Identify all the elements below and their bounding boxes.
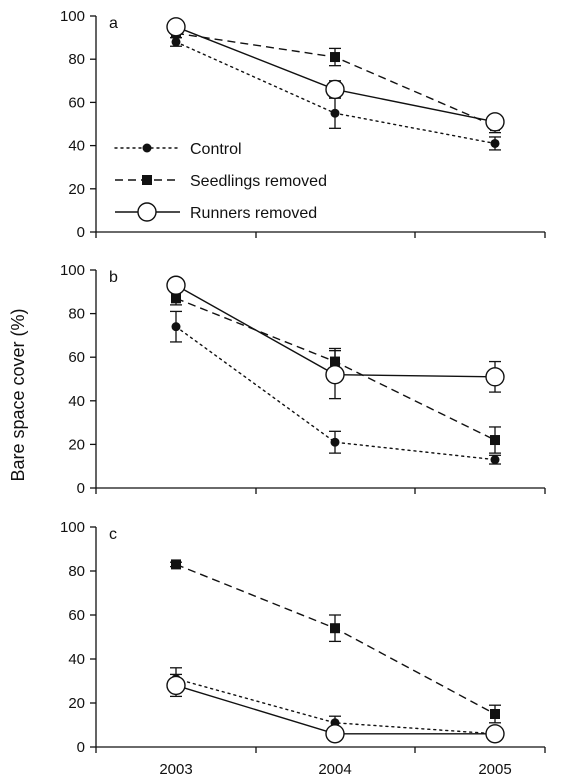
data-point-seedlings — [330, 623, 340, 634]
x-tick-label: 2003 — [159, 761, 192, 778]
y-tick-label: 60 — [68, 607, 85, 624]
y-tick-label: 100 — [60, 519, 85, 536]
y-tick-label: 60 — [68, 94, 85, 111]
legend-marker — [142, 143, 152, 153]
legend-marker — [142, 175, 152, 185]
y-tick-label: 100 — [60, 262, 85, 279]
x-tick-label: 2004 — [318, 761, 351, 778]
panel-a: 0 20 40 60 80 100 a — [60, 8, 546, 241]
data-point-control — [171, 37, 181, 47]
legend: Control Seedlings removed Runners removed — [114, 141, 327, 222]
legend-label: Runners removed — [190, 205, 317, 222]
data-point-seedlings — [171, 293, 181, 304]
panel-label: b — [109, 269, 118, 286]
panel-label: a — [109, 15, 118, 32]
data-point-runners — [325, 724, 345, 744]
y-tick-label: 40 — [68, 393, 85, 410]
y-tick-label: 20 — [68, 695, 85, 712]
data-point-control — [490, 138, 500, 148]
y-tick-label: 80 — [68, 563, 85, 580]
x-tick-label: 2005 — [478, 761, 511, 778]
panels: 0 20 40 60 80 100 a 0 20 40 60 80 100 b 0 20 40 60 80 100 20… — [60, 8, 546, 778]
y-tick-label: 40 — [68, 651, 85, 668]
y-tick-label: 80 — [68, 306, 85, 323]
legend-marker — [137, 202, 157, 222]
data-point-control — [171, 322, 181, 332]
y-tick-label: 0 — [77, 224, 85, 241]
y-tick-label: 40 — [68, 138, 85, 155]
legend-label: Seedlings removed — [190, 173, 327, 190]
y-tick-label: 60 — [68, 349, 85, 366]
panel-b: 0 20 40 60 80 100 b — [60, 262, 546, 497]
y-tick-label: 20 — [68, 181, 85, 198]
data-point-runners — [485, 367, 505, 387]
panel-label: c — [109, 526, 117, 543]
data-point-runners — [325, 364, 345, 385]
data-point-seedlings — [330, 52, 340, 63]
y-tick-label: 20 — [68, 436, 85, 453]
legend-label: Control — [190, 141, 242, 158]
data-point-runners — [325, 79, 345, 100]
data-point-seedlings — [490, 709, 500, 719]
data-point-runners — [485, 112, 505, 132]
data-point-seedlings — [330, 356, 340, 367]
y-tick-label: 0 — [77, 480, 85, 497]
data-point-seedlings — [171, 559, 181, 570]
legend-item-control: Control — [114, 141, 242, 158]
data-point-runners — [485, 724, 505, 744]
series-line-control — [175, 325, 496, 461]
y-tick-label: 0 — [77, 739, 85, 756]
y-axis-label: Bare space cover (%) — [8, 308, 28, 481]
legend-item-seedlings: Seedlings removed — [115, 173, 327, 190]
data-point-seedlings — [490, 435, 500, 446]
y-tick-label: 80 — [68, 51, 85, 68]
series-line-control — [175, 678, 496, 735]
data-point-runners — [166, 275, 186, 295]
data-point-runners — [166, 17, 186, 37]
data-point-control — [330, 437, 340, 447]
data-point-control — [330, 108, 340, 118]
y-tick-label: 100 — [60, 8, 85, 25]
data-point-runners — [166, 675, 186, 696]
legend-item-runners: Runners removed — [115, 202, 317, 222]
data-point-control — [490, 455, 500, 465]
panel-c: 0 20 40 60 80 100 2003 2004 2005 c — [60, 519, 546, 778]
